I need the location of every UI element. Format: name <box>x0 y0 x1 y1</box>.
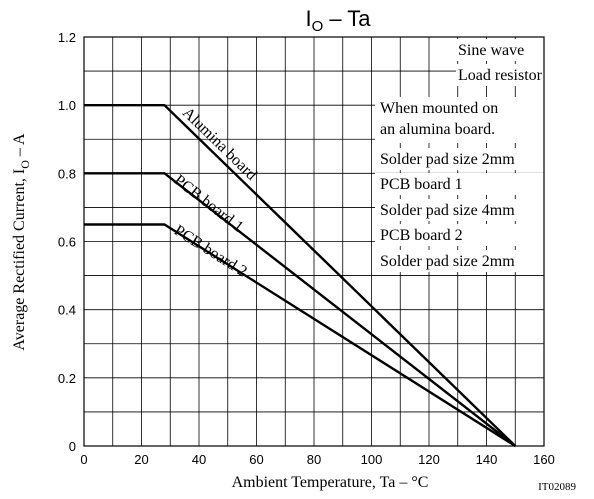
x-tick-label: 40 <box>192 452 206 467</box>
x-tick-label: 0 <box>80 452 87 467</box>
y-tick-label: 1.2 <box>58 30 76 45</box>
note-background <box>375 173 544 195</box>
y-tick-label: 0.2 <box>58 371 76 386</box>
figure-code: IT02089 <box>538 481 576 493</box>
condition-note: PCB board 2 <box>380 227 463 244</box>
x-tick-label: 160 <box>533 452 555 467</box>
y-tick-label: 0.4 <box>58 303 76 318</box>
x-tick-label: 80 <box>307 452 321 467</box>
y-axis-tick-labels: 0 0.2 0.4 0.6 0.8 1.0 1.2 <box>58 30 76 454</box>
y-tick-label: 0.8 <box>58 166 76 181</box>
condition-note: Solder pad size 4mm <box>380 202 515 219</box>
condition-note: When mounted on <box>380 100 498 117</box>
y-axis-label-unit: – A <box>11 133 28 160</box>
series-line-pcb-board-1 <box>84 172 517 447</box>
plot-frame <box>83 36 545 447</box>
condition-notes: Sine wave Load resistor When mounted on an … <box>380 42 543 270</box>
series-line-pcb-board-2 <box>84 223 516 448</box>
derating-curves <box>84 103 517 448</box>
y-tick-label: 0.6 <box>58 235 76 250</box>
x-tick-label: 140 <box>476 452 498 467</box>
condition-note: Solder pad size 2mm <box>380 253 515 270</box>
note-background <box>375 224 544 246</box>
series-line-alumina-board <box>84 103 517 447</box>
note-background <box>375 148 544 170</box>
note-background <box>375 250 544 272</box>
note-background <box>456 64 544 86</box>
note-background <box>375 97 544 143</box>
chart-title-rest: – Ta <box>323 6 371 31</box>
x-tick-label: 120 <box>418 452 440 467</box>
condition-note: PCB board 1 <box>380 176 463 193</box>
note-background <box>375 199 544 221</box>
x-tick-label: 60 <box>249 452 263 467</box>
condition-note: Sine wave <box>458 42 524 59</box>
x-tick-label: 20 <box>134 452 148 467</box>
x-axis-label: Ambient Temperature, Ta – °C <box>232 474 429 491</box>
y-tick-label: 0 <box>69 439 76 454</box>
chart-title-symbol: I <box>305 6 311 31</box>
note-background <box>450 39 544 61</box>
condition-note: an alumina board. <box>380 121 495 138</box>
y-axis-label-main: Average Rectified Current, I <box>11 169 28 351</box>
condition-note: Solder pad size 2mm <box>380 151 515 168</box>
x-tick-label: 100 <box>361 452 383 467</box>
chart-title: IO – Ta <box>305 6 371 35</box>
notes-background <box>375 39 544 272</box>
chart-title-subscript: O <box>312 18 324 35</box>
y-axis-label: Average Rectified Current, IO – A <box>11 133 32 351</box>
y-axis-label-subscript: O <box>18 160 32 169</box>
condition-note: Load resistor <box>458 67 543 84</box>
curve-label: Alumina board <box>179 104 260 183</box>
y-tick-label: 1.0 <box>58 98 76 113</box>
x-axis-tick-labels: 0 20 40 60 80 100 120 140 160 <box>80 452 554 467</box>
